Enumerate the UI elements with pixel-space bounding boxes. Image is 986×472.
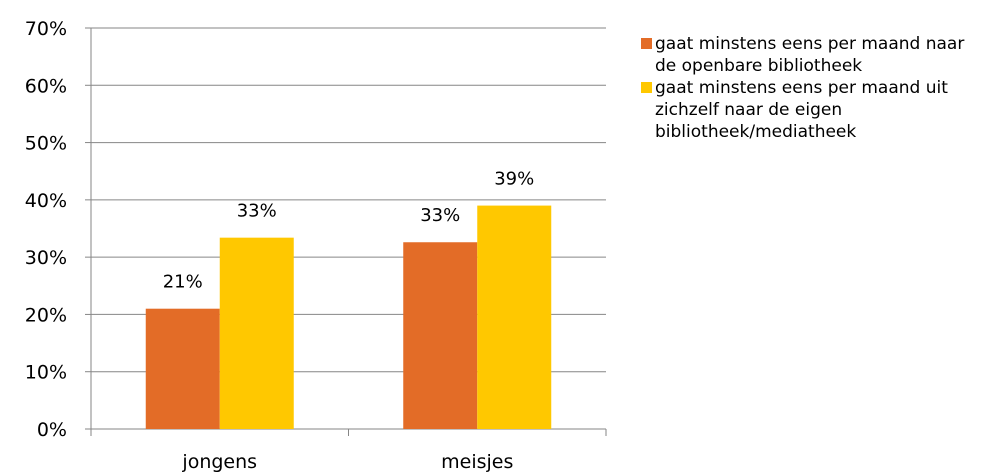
bar	[477, 205, 552, 429]
y-tick-label: 30%	[25, 247, 67, 269]
data-label: 33%	[237, 201, 277, 222]
bar	[219, 237, 294, 429]
y-tick-label: 50%	[25, 133, 67, 155]
y-tick-label: 60%	[25, 75, 67, 97]
bar	[145, 308, 220, 429]
legend-swatch-orange	[641, 38, 652, 49]
legend: gaat minstens eens per maand naar de ope…	[641, 33, 981, 143]
legend-item-openbare-bibliotheek: gaat minstens eens per maand naar de ope…	[641, 33, 981, 77]
data-label: 33%	[420, 205, 460, 226]
legend-label: gaat minstens eens per maand uit zichzel…	[655, 78, 948, 142]
legend-label: gaat minstens eens per maand naar de ope…	[655, 34, 965, 76]
y-tick-label: 20%	[25, 304, 67, 326]
x-category-label: jongens	[181, 451, 257, 472]
legend-swatch-yellow	[641, 82, 652, 93]
y-tick-label: 0%	[37, 419, 67, 441]
legend-item-eigen-bibliotheek: gaat minstens eens per maand uit zichzel…	[641, 77, 981, 143]
y-tick-label: 70%	[25, 18, 67, 40]
bar	[403, 242, 478, 429]
y-tick-label: 40%	[25, 190, 67, 212]
y-tick-label: 10%	[25, 362, 67, 384]
data-label: 39%	[494, 169, 534, 190]
data-label: 21%	[163, 272, 203, 293]
x-category-label: meisjes	[441, 451, 513, 472]
